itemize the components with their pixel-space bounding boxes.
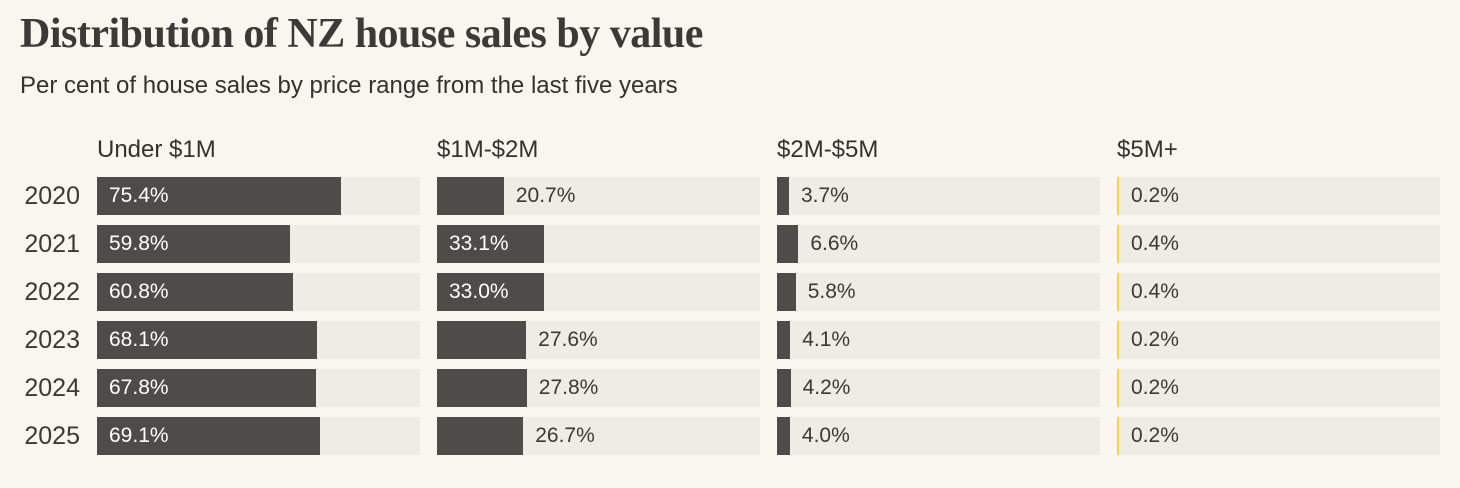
chart-row: 2020 75.4% 20.7% 3.7% 0.2% [20,177,1440,216]
bar-value-label: 4.0% [801,424,850,448]
bar-value-label: 33.0% [449,280,509,304]
bar-value-label: 4.2% [802,376,851,400]
bar-value-label: 27.6% [538,328,598,352]
bar-fill: 33.0% [437,273,544,312]
bar-track: 60.8% [97,273,420,312]
bar-fill [1117,225,1119,264]
bar-fill [1117,369,1119,408]
bar-track: 59.8% [97,225,420,264]
year-label: 2021 [24,230,80,259]
bar-value-label: 0.4% [1131,280,1179,304]
bar-fill [437,321,527,360]
bar-fill [1117,321,1119,360]
chart-row: 2022 60.8% 33.0% 5.8% 0.4% [20,273,1440,312]
bar-fill [1117,273,1119,312]
chart-row: 2024 67.8% 27.8% 4.2% 0.2% [20,369,1440,408]
bar-fill [1117,177,1119,216]
bar-value-label: 60.8% [109,280,169,304]
bar-track: 33.0% [437,273,760,312]
bar-fill: 60.8% [97,273,294,312]
column-header: $5M+ [1117,136,1178,164]
bar-value-label: 26.7% [535,424,595,448]
chart-title: Distribution of NZ house sales by value [20,11,703,57]
chart-rows: 2020 75.4% 20.7% 3.7% 0.2% 2021 59.8% 33.1% 6.6%… [20,177,1440,456]
bar-fill [777,225,799,264]
bar-track: 5.8% [777,273,1100,312]
column-header: $1M-$2M [437,136,539,164]
bar-value-label: 59.8% [109,232,169,256]
header-spacer [20,136,80,177]
column-header: $2M-$5M [777,136,879,164]
bar-track: 27.8% [437,369,760,408]
year-label: 2025 [24,422,80,451]
year-label: 2024 [24,374,80,403]
bar-value-label: 68.1% [109,328,169,352]
bar-track: 4.2% [777,369,1100,408]
bar-fill [437,177,504,216]
bar-value-label: 0.2% [1131,328,1179,352]
year-label: 2020 [24,182,80,211]
year-label: 2023 [24,326,80,355]
chart-row: 2021 59.8% 33.1% 6.6% 0.4% [20,225,1440,264]
bar-fill: 69.1% [97,417,321,456]
column-headers: Under $1M $1M-$2M $2M-$5M $5M+ [20,136,1440,177]
bar-track: 0.2% [1117,417,1440,456]
bar-value-label: 33.1% [449,232,509,256]
bar-track: 6.6% [777,225,1100,264]
bar-track: 67.8% [97,369,420,408]
bar-value-label: 27.8% [538,376,599,400]
bar-fill: 75.4% [97,177,341,216]
bar-fill [1117,417,1119,456]
bar-value-label: 0.2% [1131,424,1179,448]
bar-track: 68.1% [97,321,420,360]
bar-fill [437,369,527,408]
bar-value-label: 3.7% [800,184,849,208]
bar-track: 0.2% [1117,369,1440,408]
bar-fill [777,273,796,312]
bar-track: 0.2% [1117,321,1440,360]
bar-fill: 67.8% [97,369,316,408]
bar-track: 4.1% [777,321,1100,360]
column-header: Under $1M [97,136,216,164]
bar-value-label: 0.2% [1131,376,1179,400]
chart-row: 2025 69.1% 26.7% 4.0% 0.2% [20,417,1440,456]
bar-track: 26.7% [437,417,760,456]
bar-fill [777,369,791,408]
bar-track: 33.1% [437,225,760,264]
bar-track: 3.7% [777,177,1100,216]
bar-fill: 33.1% [437,225,544,264]
bar-track: 69.1% [97,417,420,456]
chart-row: 2023 68.1% 27.6% 4.1% 0.2% [20,321,1440,360]
bar-track: 0.4% [1117,273,1440,312]
bar-value-label: 67.8% [109,376,169,400]
bar-track: 4.0% [777,417,1100,456]
year-label: 2022 [24,278,80,307]
bar-value-label: 5.8% [807,280,856,304]
bar-fill [777,321,791,360]
bar-value-label: 0.4% [1131,232,1179,256]
bar-fill [777,177,789,216]
bar-value-label: 75.4% [109,184,169,208]
bar-value-label: 4.1% [802,328,851,352]
bar-value-label: 69.1% [109,424,169,448]
bar-track: 0.4% [1117,225,1440,264]
bar-fill: 59.8% [97,225,291,264]
bar-track: 75.4% [97,177,420,216]
bar-track: 27.6% [437,321,760,360]
bar-fill: 68.1% [97,321,317,360]
bar-track: 0.2% [1117,177,1440,216]
bar-value-label: 20.7% [515,184,576,208]
bar-value-label: 0.2% [1131,184,1179,208]
bar-fill [777,417,790,456]
chart-subtitle: Per cent of house sales by price range f… [20,72,678,100]
bar-fill [437,417,524,456]
bar-value-label: 6.6% [810,232,859,256]
bar-track: 20.7% [437,177,760,216]
